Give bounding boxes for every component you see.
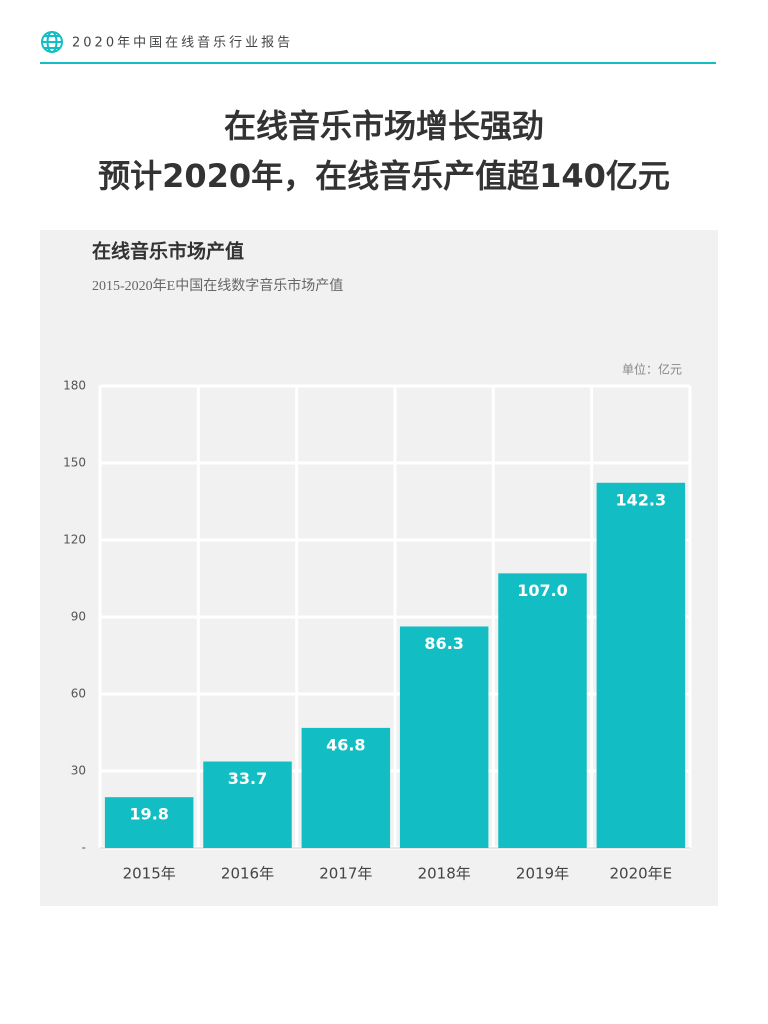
- y-tick-label: -: [82, 841, 86, 855]
- chart-subtitle: 2015-2020年E中国在线数字音乐市场产值: [92, 277, 343, 294]
- x-tick-label: 2016年: [221, 865, 274, 883]
- unit-label: 单位：亿元: [622, 362, 682, 377]
- x-tick-label: 2018年: [418, 865, 471, 883]
- value-label: 46.8: [326, 735, 365, 754]
- y-tick-label: 30: [71, 764, 86, 778]
- y-tick-label: 120: [63, 533, 86, 547]
- x-tick-label: 2020年E: [610, 865, 673, 883]
- globe-icon: [41, 31, 63, 53]
- bar: [203, 761, 292, 848]
- value-label: 19.8: [129, 805, 168, 824]
- y-tick-label: 60: [71, 687, 86, 701]
- headline: 预计2020年，在线音乐产值超140亿元: [98, 157, 670, 195]
- bar: [104, 797, 194, 848]
- chart-title: 在线音乐市场产值: [92, 240, 244, 263]
- value-label: 142.3: [616, 490, 667, 509]
- bar: [399, 626, 489, 848]
- bar: [301, 727, 391, 848]
- y-tick-label: 180: [63, 379, 86, 393]
- y-tick-label: 90: [71, 610, 86, 624]
- bar: [498, 573, 587, 848]
- value-label: 107.0: [517, 581, 568, 600]
- x-tick-label: 2017年: [319, 865, 372, 883]
- x-tick-label: 2015年: [123, 865, 176, 883]
- value-label: 33.7: [228, 769, 267, 788]
- header-title: 2020年中国在线音乐行业报告: [72, 35, 293, 51]
- value-label: 86.3: [424, 634, 463, 653]
- headline: 在线音乐市场增长强劲: [224, 107, 544, 145]
- bar: [596, 482, 686, 848]
- x-tick-label: 2019年: [516, 865, 569, 883]
- y-tick-label: 150: [63, 456, 86, 470]
